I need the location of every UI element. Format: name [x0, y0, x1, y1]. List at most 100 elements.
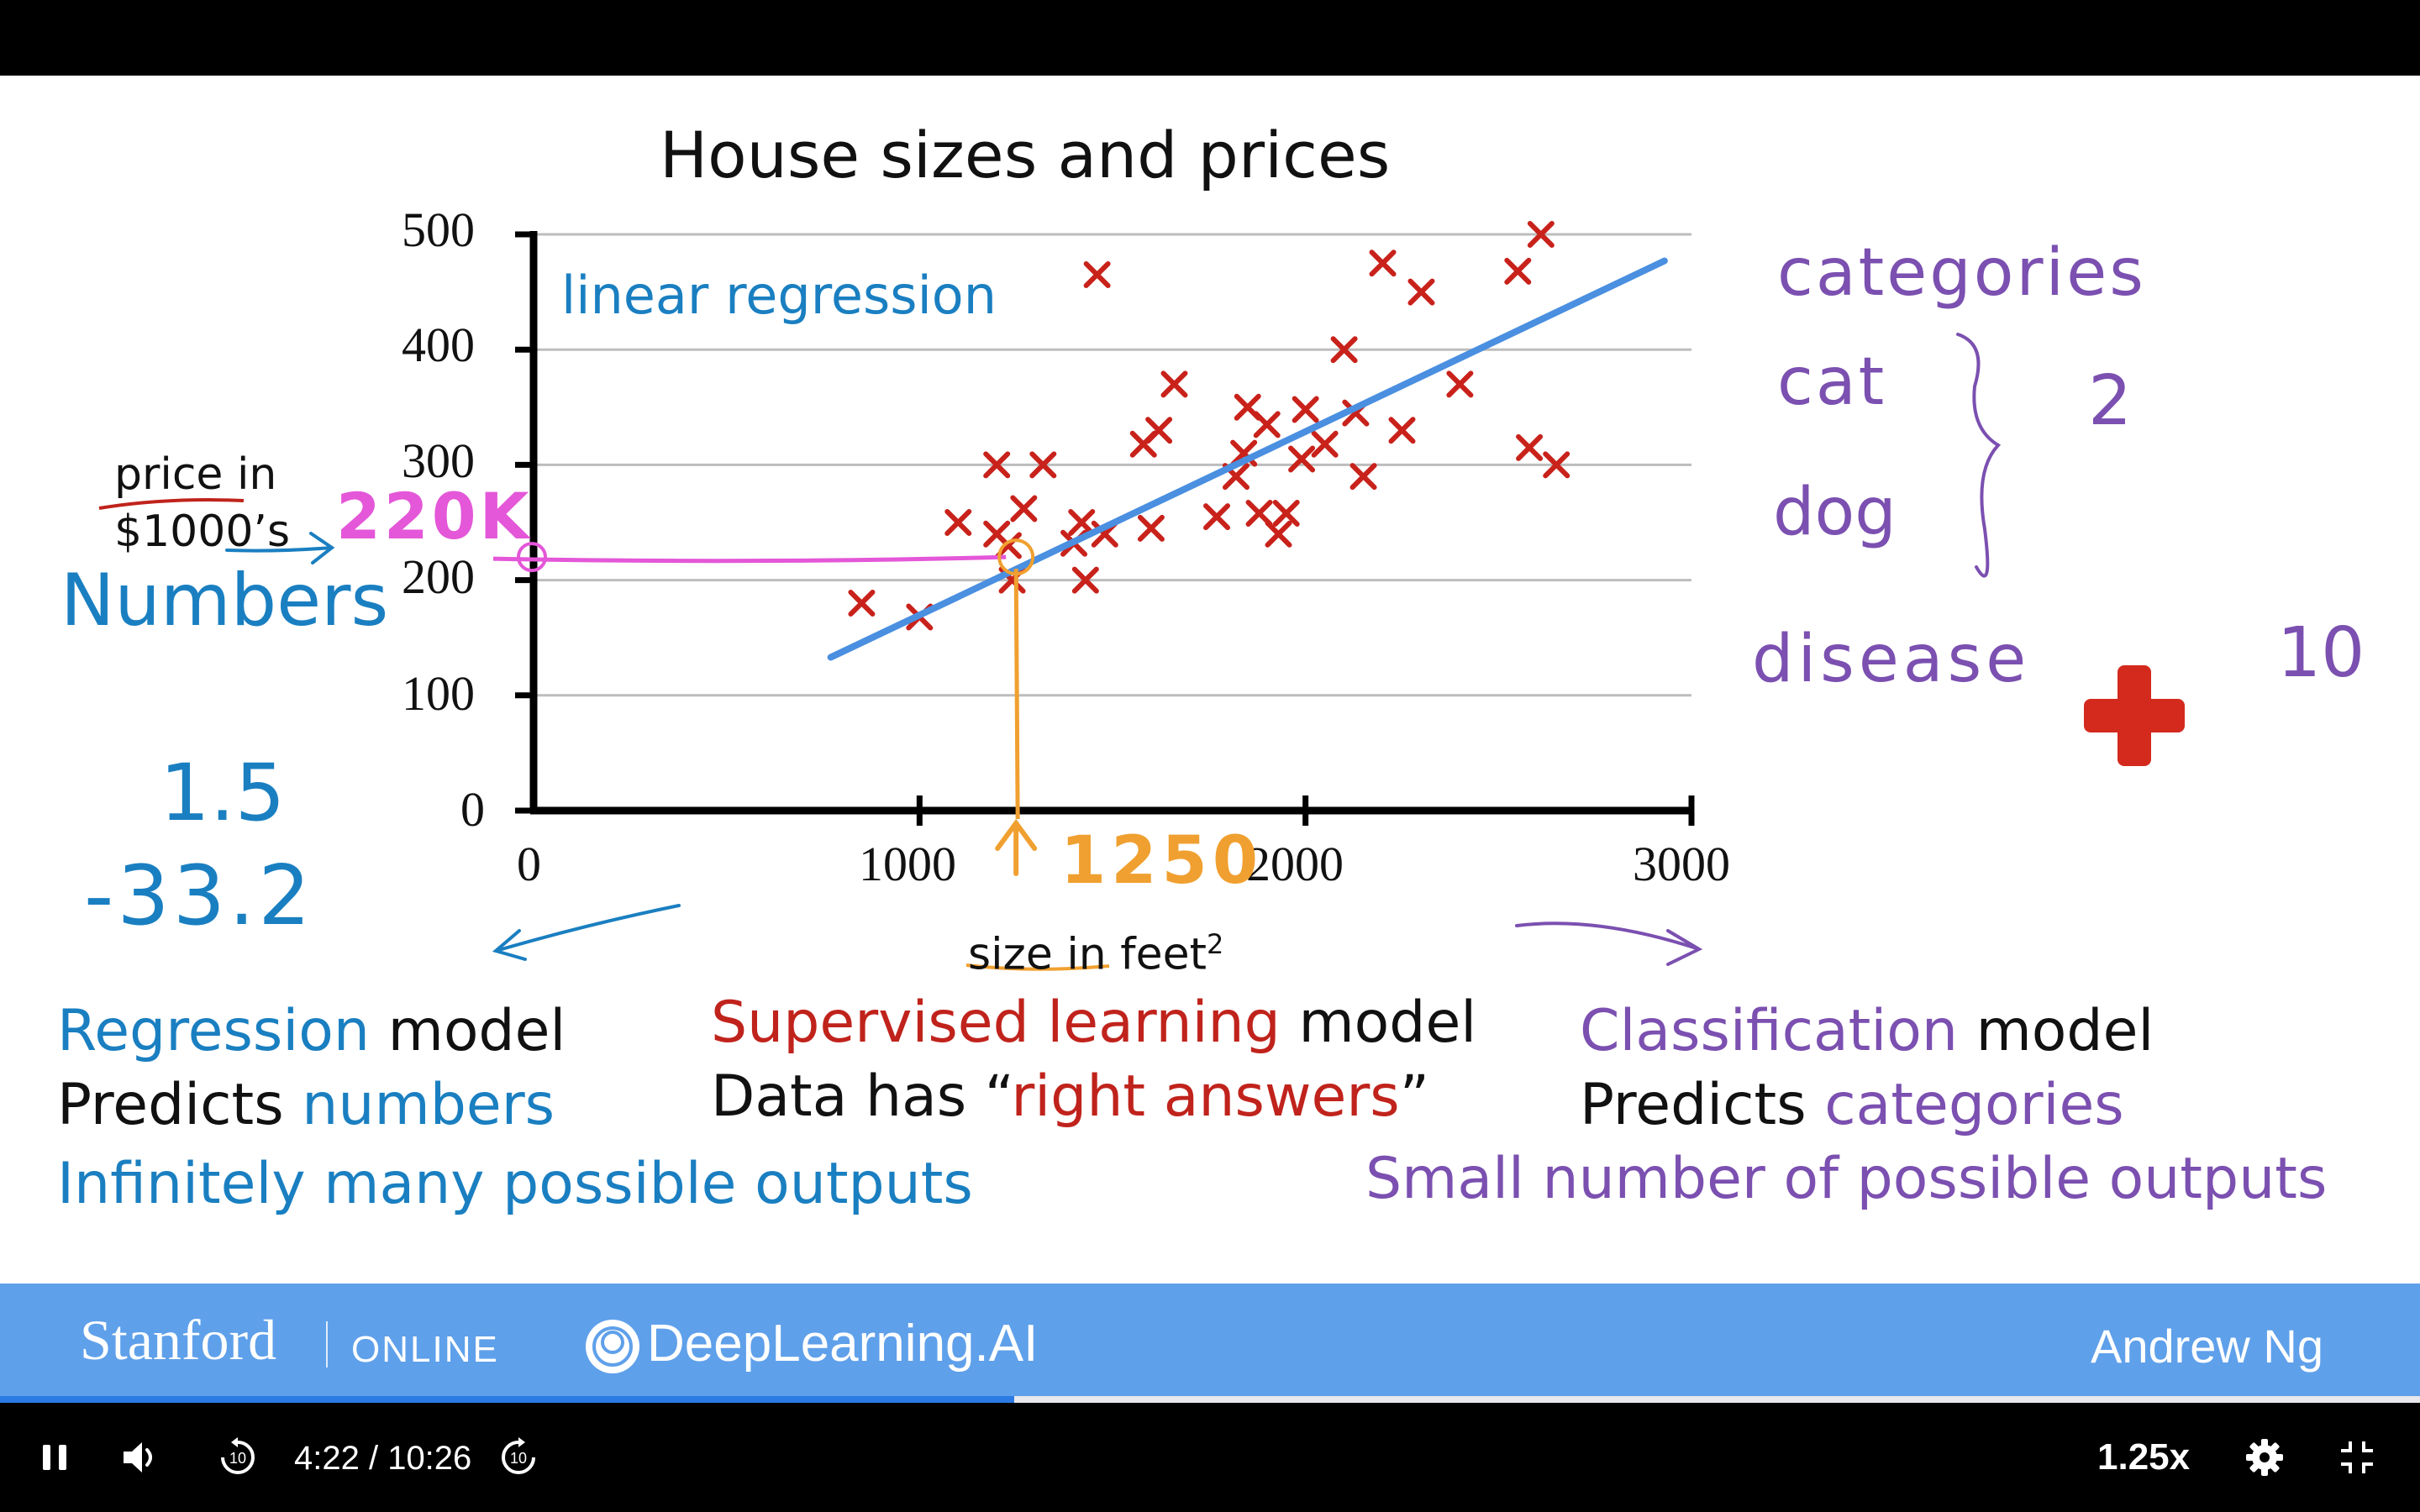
- pause-button[interactable]: [25, 1428, 84, 1487]
- y-tick-200: 200: [402, 549, 475, 604]
- data-point: [1330, 336, 1358, 364]
- data-point: [1029, 451, 1057, 479]
- supervised-word: Supervised learning: [711, 990, 1281, 1056]
- categories-word: categories: [1824, 1072, 2124, 1138]
- volume-icon: [124, 1442, 152, 1473]
- rewind-10-button[interactable]: 10: [207, 1426, 269, 1488]
- data-point: [1311, 430, 1339, 458]
- right-answers-line: Data has “right answers”: [711, 1063, 1429, 1130]
- predicts-word: Predicts: [57, 1072, 284, 1138]
- x-tick-0: 0: [517, 837, 541, 891]
- regression-line: [827, 257, 1668, 661]
- infinite-outputs-line: Infinitely many possible outputs: [57, 1151, 973, 1217]
- orange-guide-line: [1013, 569, 1020, 820]
- annotation-1-5: 1.5: [160, 748, 286, 839]
- data-point: [1349, 463, 1377, 491]
- playback-speed-button[interactable]: 1.25x: [2097, 1436, 2191, 1478]
- annotation-1250: 1250: [1060, 823, 1264, 899]
- data-point: [1407, 278, 1435, 306]
- stanford-logo: Stanford: [80, 1308, 277, 1372]
- model-word-2: model: [1298, 990, 1477, 1056]
- orange-underline: [965, 963, 1110, 971]
- annotation-categories: categories: [1777, 235, 2146, 311]
- regression-model-line: Regression model: [57, 998, 566, 1064]
- video-progress-bar[interactable]: [0, 1396, 2420, 1403]
- annotation-disease: disease: [1752, 622, 2031, 697]
- video-progress-fill: [0, 1396, 1014, 1403]
- y-tick-0: 0: [460, 782, 485, 837]
- x-tick-1000: 1000: [859, 837, 956, 891]
- blue-arrow-right: [225, 532, 335, 564]
- purple-arrow-right: [1515, 921, 1703, 966]
- data-point: [1137, 514, 1165, 542]
- orange-up-arrow: [995, 818, 1038, 876]
- annotation-numbers: Numbers: [60, 559, 389, 643]
- banner-divider: [326, 1321, 328, 1368]
- data-point: [1516, 433, 1544, 461]
- data-point: [1010, 495, 1038, 522]
- data-point: [1388, 417, 1416, 444]
- top-black-bar: [0, 0, 2420, 76]
- volume-button[interactable]: [111, 1428, 170, 1487]
- regression-word: Regression: [57, 998, 370, 1064]
- predicts-numbers-line: Predicts numbers: [57, 1072, 555, 1138]
- rewind-icon: 10: [221, 1437, 255, 1474]
- data-point: [1543, 451, 1570, 479]
- data-point: [983, 451, 1011, 479]
- settings-button[interactable]: [2235, 1428, 2294, 1487]
- y-axis-label-line1: price in: [114, 449, 277, 500]
- annotation-220k: 220K: [336, 479, 533, 554]
- data-point: [1527, 221, 1555, 248]
- annotation-cat: cat: [1777, 344, 1887, 420]
- data-point: [1203, 503, 1231, 531]
- numbers-word: numbers: [302, 1072, 555, 1138]
- y-tick-100: 100: [402, 666, 475, 721]
- classification-model-line: Classification model: [1580, 998, 2154, 1064]
- instructor-name: Andrew Ng: [2091, 1320, 2324, 1373]
- data-point: [1071, 566, 1099, 594]
- y-axis-label-line2: $1000’s: [114, 507, 291, 557]
- data-point: [1068, 509, 1096, 536]
- data-point: [1265, 520, 1292, 548]
- chart-title: House sizes and prices: [660, 118, 1391, 192]
- forward-10-button[interactable]: 10: [487, 1426, 550, 1488]
- small-outputs-line: Small number of possible outputs: [1365, 1146, 2328, 1212]
- data-point: [1083, 261, 1111, 289]
- forward-icon: 10: [502, 1437, 535, 1474]
- data-point: [1160, 370, 1188, 398]
- close-quote-text: ”: [1399, 1063, 1429, 1130]
- course-banner: Stanford ONLINE DeepLearning.AI Andrew N…: [0, 1284, 2420, 1399]
- exit-fullscreen-icon: [2341, 1441, 2373, 1473]
- data-has-text: Data has “: [711, 1063, 1012, 1130]
- video-controls: 10 4:22 / 10:26 10 1.25x: [0, 1403, 2420, 1512]
- data-point: [1272, 500, 1300, 528]
- red-cross-icon: [2084, 665, 2185, 766]
- data-point: [1292, 396, 1319, 423]
- exit-fullscreen-button[interactable]: [2328, 1428, 2386, 1487]
- model-word-3: model: [1975, 998, 2154, 1064]
- annotation-neg-33-2: -33.2: [84, 848, 314, 944]
- pink-marker-circle: [517, 542, 547, 573]
- data-point: [1145, 417, 1173, 444]
- time-display: 4:22 / 10:26: [294, 1440, 472, 1477]
- data-point: [1253, 411, 1281, 438]
- right-answers-text: right answers: [1011, 1063, 1400, 1130]
- supervised-learning-line: Supervised learning model: [711, 990, 1476, 1056]
- orange-marker-circle: [997, 538, 1035, 576]
- x-tick-2000: 2000: [1246, 837, 1344, 891]
- red-strike-mark: [98, 498, 245, 510]
- blue-arrow-left: [492, 904, 681, 961]
- predicts-word-2: Predicts: [1580, 1072, 1807, 1138]
- settings-icon: [2246, 1439, 2283, 1476]
- y-tick-300: 300: [402, 433, 475, 488]
- regression-label: linear regression: [561, 265, 997, 326]
- online-label: ONLINE: [351, 1329, 499, 1370]
- classification-word: Classification: [1580, 998, 1958, 1064]
- data-point: [1504, 257, 1532, 285]
- pink-guide-line: [492, 554, 1007, 564]
- annotation-dog: dog: [1773, 475, 1897, 550]
- data-point: [1288, 445, 1316, 473]
- x-tick-3000: 3000: [1633, 837, 1730, 891]
- data-point: [944, 509, 972, 536]
- x-axis-label-exponent: 2: [1206, 928, 1224, 960]
